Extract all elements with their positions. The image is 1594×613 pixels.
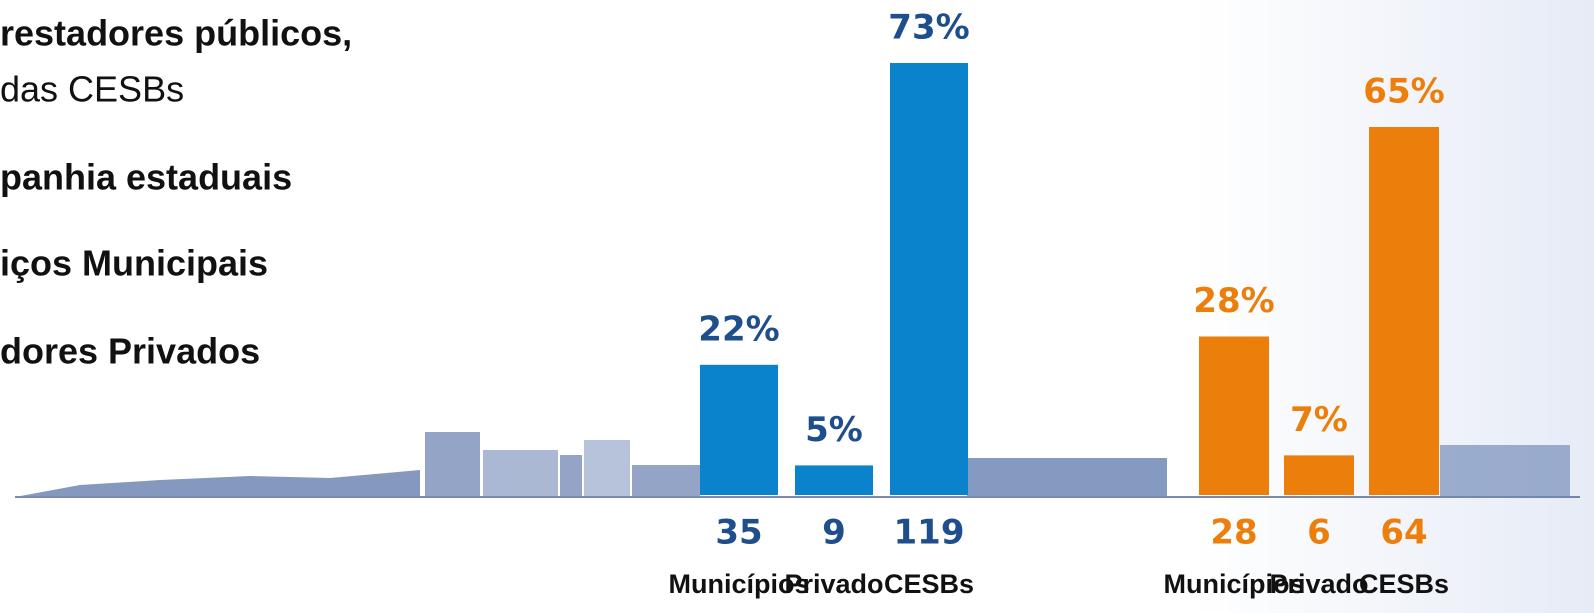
value-label: 7%: [1290, 400, 1348, 440]
count-label: 6: [1307, 513, 1331, 553]
value-label: 5%: [805, 410, 863, 450]
bar: [700, 364, 778, 495]
count-label: 35: [715, 513, 762, 553]
bullet-text: restadores públicos,: [0, 13, 352, 54]
count-label: 28: [1210, 513, 1257, 553]
bar: [890, 63, 968, 495]
category-label: Municípios: [669, 569, 810, 599]
bar: [795, 465, 873, 495]
bullet-text: panhia estaduais: [0, 157, 292, 198]
value-label: 28%: [1193, 281, 1274, 321]
value-label: 65%: [1363, 72, 1444, 112]
bar: [1369, 127, 1439, 495]
count-label: 9: [822, 513, 846, 553]
bullet-text: iços Municipais: [0, 243, 268, 284]
bar: [1284, 455, 1354, 495]
value-label: 22%: [698, 309, 779, 349]
category-label: CESBs: [884, 569, 974, 599]
category-label: CESBs: [1359, 569, 1449, 599]
count-label: 119: [894, 513, 965, 553]
category-label: Municípios: [1164, 569, 1305, 599]
value-label: 73%: [888, 8, 969, 48]
bullet-text: das CESBs: [0, 69, 184, 110]
category-label: Privado: [784, 569, 883, 599]
bar: [1199, 336, 1269, 495]
bullet-text: dores Privados: [0, 331, 260, 372]
skyline: [15, 432, 1580, 498]
count-label: 64: [1380, 513, 1427, 553]
category-label: Privado: [1269, 569, 1368, 599]
